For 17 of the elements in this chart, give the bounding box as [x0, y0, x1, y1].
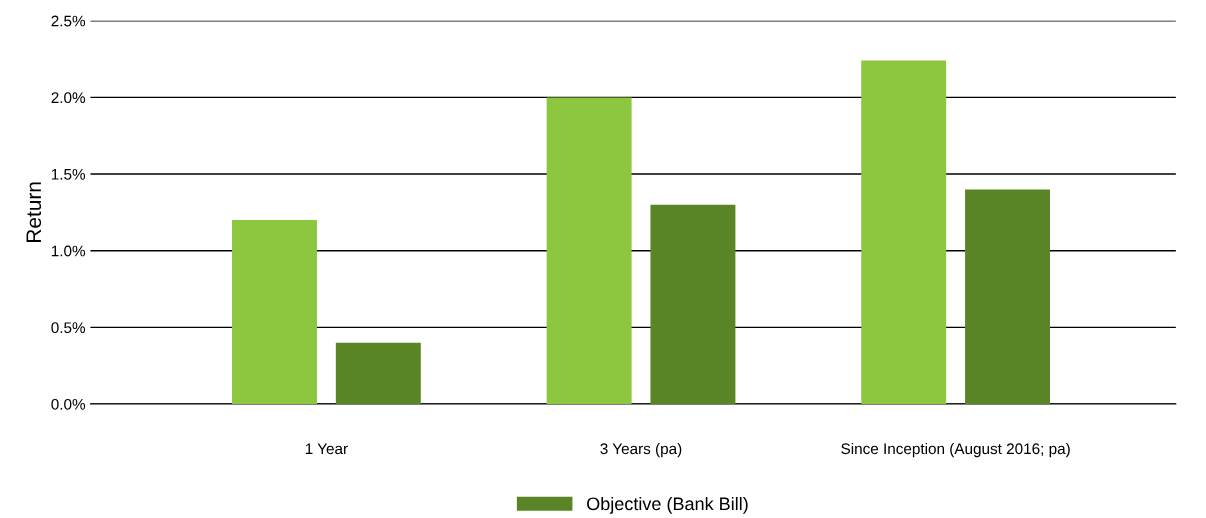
y-tick-label: 1.0%: [51, 245, 86, 257]
bar: [232, 220, 317, 405]
y-tick-label: 0.0%: [51, 398, 86, 410]
legend-label: Objective (Bank Bill): [587, 496, 748, 514]
bar: [546, 97, 632, 405]
y-tick-label: 2.0%: [51, 92, 86, 104]
bar: [861, 60, 947, 405]
x-tick-label: Since Inception (August 2016; pa): [841, 442, 1070, 458]
y-tick-label: 2.5%: [51, 15, 86, 27]
bar: [965, 189, 1051, 405]
y-tick-label: 0.5%: [51, 322, 86, 334]
bar: [650, 204, 736, 405]
x-tick-label: 1 Year: [305, 443, 348, 455]
x-tick-label: 3 Years (pa): [600, 442, 682, 458]
y-tick-label: 1.5%: [51, 168, 86, 180]
bar: [335, 342, 421, 405]
y-axis-title: Return: [26, 182, 42, 242]
